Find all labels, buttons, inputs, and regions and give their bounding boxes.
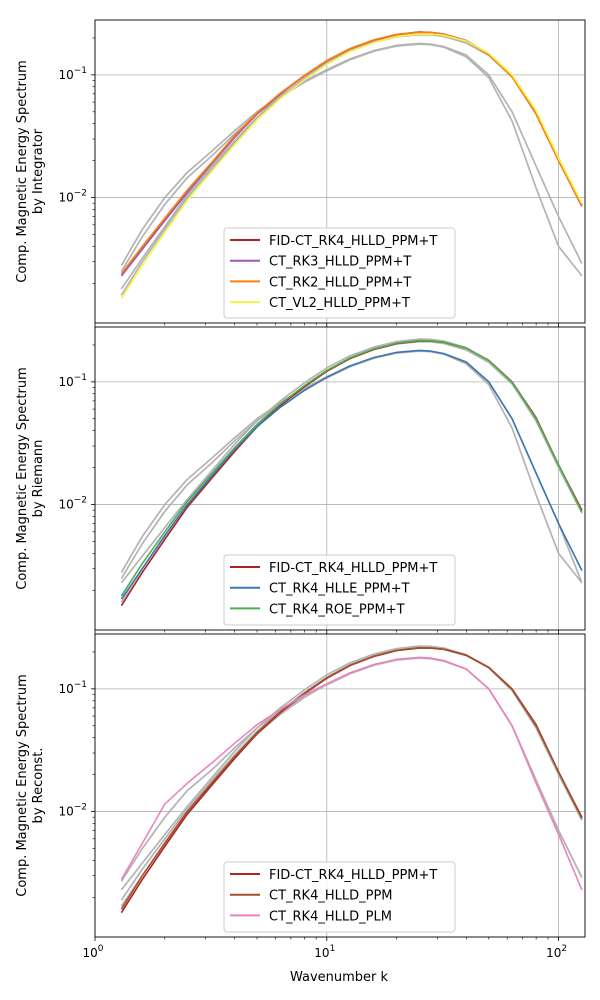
legend-box	[223, 554, 456, 626]
y-tick-label: 10−1	[58, 680, 87, 696]
y-tick-label: 10−1	[58, 373, 87, 389]
chart-panel-2: 10−2 10−1 Comp. Magnetic Energy Spectrumby…	[15, 326, 586, 634]
legend-label: CT_RK4_HLLE_PPM+T	[269, 582, 410, 597]
chart-panel-3: 10−2 10−1 100 101 102 Comp. Magnetic Energy S…	[15, 633, 586, 960]
y-tick-label: 10−2	[58, 496, 87, 512]
series-line-7	[120, 31, 583, 275]
series-line-7	[120, 339, 583, 597]
y-axis-label: Comp. Magnetic Energy Spectrumby Riemann	[15, 367, 46, 590]
series-group	[120, 645, 583, 914]
reference-series-line	[120, 645, 583, 891]
chart-panel-1: 10−2 10−1 Comp. Magnetic Energy Spectrumby…	[15, 19, 586, 327]
legend-label: FID-CT_RK4_HLLD_PPM+T	[269, 561, 437, 576]
axes-frame	[94, 19, 586, 324]
legend-label: CT_RK4_HLLD_PLM	[269, 909, 392, 924]
legend-label: FID-CT_RK4_HLLD_PPM+T	[269, 234, 437, 249]
axes-frame	[94, 326, 586, 631]
legend-box	[223, 227, 456, 319]
axes-frame	[94, 633, 586, 938]
legend-label: CT_RK2_HLLD_PPM+T	[269, 275, 411, 290]
legend: FID-CT_RK4_HLLD_PPM+T CT_RK4_HLLE_PPM+T CT…	[223, 554, 456, 626]
x-tick-label: 102	[546, 944, 567, 960]
legend-label: CT_RK4_ROE_PPM+T	[269, 602, 405, 617]
series-line-6	[120, 647, 583, 910]
legend-label: FID-CT_RK4_HLLD_PPM+T	[269, 868, 437, 883]
legend: FID-CT_RK4_HLLD_PPM+T CT_RK4_HLLD_PPM CT_R…	[223, 861, 456, 933]
y-axis-label: Comp. Magnetic Energy Spectrumby Integra…	[15, 60, 46, 283]
legend-label: CT_RK4_HLLD_PPM	[269, 889, 393, 904]
legend-label: CT_RK3_HLLD_PPM+T	[269, 255, 411, 270]
x-axis-label: Wavenumber k	[290, 970, 389, 985]
y-tick-label: 10−1	[58, 66, 87, 82]
y-tick-label: 10−2	[58, 189, 87, 205]
series-group	[120, 31, 583, 300]
reference-series-line	[120, 43, 583, 277]
x-tick-label: 101	[314, 944, 335, 960]
series-line-7	[120, 656, 583, 891]
legend-label: CT_VL2_HLLD_PPM+T	[269, 296, 410, 311]
legend-box	[223, 861, 456, 933]
legend: FID-CT_RK4_HLLD_PPM+T CT_RK3_HLLD_PPM+T CT…	[223, 227, 456, 319]
y-axis-label: Comp. Magnetic Energy Spectrumby Reconst…	[15, 674, 46, 897]
series-group	[120, 338, 583, 607]
series-line-8	[120, 33, 583, 300]
x-tick-label: 100	[82, 944, 103, 960]
y-tick-label: 10−2	[58, 803, 87, 819]
series-line-6	[120, 349, 583, 600]
reference-series-line	[120, 338, 583, 584]
